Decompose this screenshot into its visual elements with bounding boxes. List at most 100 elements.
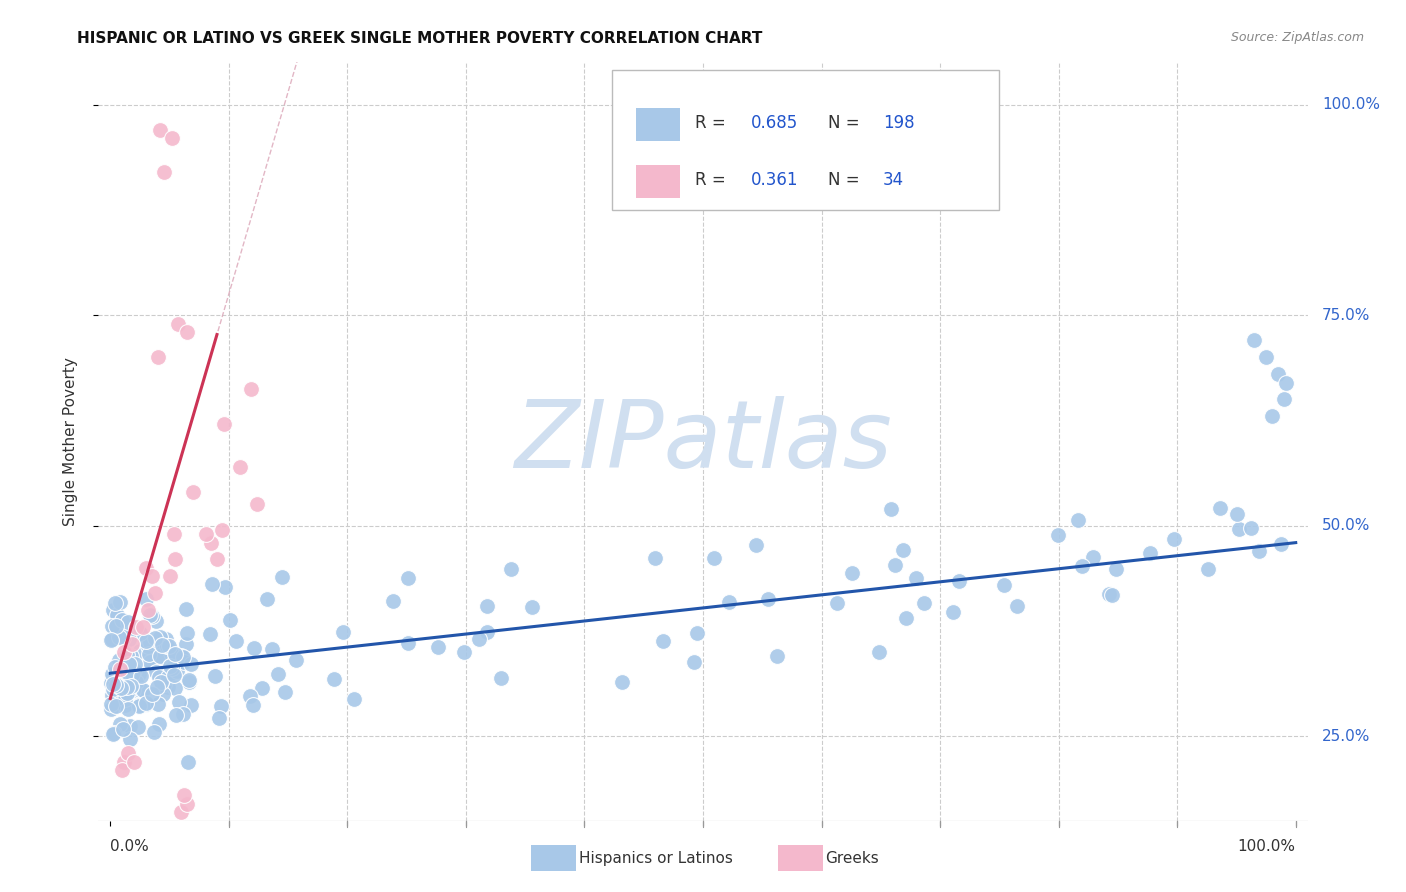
- Point: [212, 417, 235, 431]
- Point: [148, 670, 170, 684]
- Point: [125, 620, 148, 634]
- Point: [108, 717, 131, 731]
- Point: [101, 727, 124, 741]
- Point: [165, 707, 187, 722]
- Text: 75.0%: 75.0%: [1322, 308, 1371, 323]
- Point: [152, 165, 174, 179]
- Point: [111, 763, 134, 777]
- Point: [180, 657, 202, 671]
- Point: [125, 675, 148, 690]
- Point: [111, 631, 134, 645]
- Point: [1101, 588, 1123, 602]
- Point: [218, 614, 240, 628]
- Point: [108, 662, 131, 676]
- Point: [101, 677, 124, 691]
- Point: [1261, 409, 1284, 424]
- Point: [135, 696, 157, 710]
- FancyBboxPatch shape: [637, 165, 681, 198]
- Point: [179, 674, 201, 689]
- Point: [211, 523, 233, 537]
- Point: [825, 596, 848, 610]
- Point: [100, 676, 122, 690]
- Point: [343, 692, 366, 706]
- Point: [118, 718, 141, 732]
- Point: [114, 755, 136, 769]
- Point: [174, 602, 197, 616]
- Point: [1247, 544, 1270, 558]
- Point: [128, 698, 150, 713]
- Point: [686, 625, 709, 640]
- Point: [239, 690, 262, 704]
- Point: [135, 561, 157, 575]
- Point: [145, 680, 167, 694]
- Point: [245, 497, 267, 511]
- Point: [115, 686, 138, 700]
- Point: [107, 630, 129, 644]
- Text: 198: 198: [883, 114, 915, 132]
- Point: [163, 668, 186, 682]
- Point: [127, 720, 149, 734]
- Point: [644, 551, 666, 566]
- Point: [129, 669, 152, 683]
- Point: [103, 675, 125, 690]
- Point: [652, 634, 675, 648]
- Point: [242, 698, 264, 713]
- Point: [128, 667, 150, 681]
- Point: [148, 630, 170, 644]
- Point: [868, 645, 890, 659]
- Y-axis label: Single Mother Poverty: Single Mother Poverty: [63, 357, 77, 526]
- Point: [165, 552, 187, 566]
- FancyBboxPatch shape: [613, 70, 1000, 211]
- Point: [1046, 527, 1069, 541]
- Text: R =: R =: [695, 114, 731, 132]
- Point: [149, 649, 172, 664]
- Text: 25.0%: 25.0%: [1322, 729, 1371, 744]
- Text: Greeks: Greeks: [825, 851, 879, 865]
- Point: [152, 687, 174, 701]
- Text: Source: ZipAtlas.com: Source: ZipAtlas.com: [1230, 31, 1364, 45]
- Point: [914, 596, 936, 610]
- Point: [145, 665, 167, 679]
- Point: [155, 632, 177, 646]
- Point: [683, 655, 706, 669]
- Point: [155, 640, 177, 655]
- Point: [129, 625, 152, 640]
- Point: [139, 655, 162, 669]
- Point: [322, 672, 344, 686]
- Point: [745, 538, 768, 552]
- Point: [150, 638, 173, 652]
- Point: [396, 636, 419, 650]
- Point: [159, 569, 181, 583]
- Point: [121, 666, 143, 681]
- Point: [118, 658, 141, 673]
- Point: [166, 664, 188, 678]
- Point: [501, 562, 523, 576]
- Point: [110, 613, 132, 627]
- Point: [520, 600, 543, 615]
- Point: [468, 632, 491, 647]
- Point: [149, 637, 172, 651]
- Point: [170, 805, 193, 820]
- Point: [266, 667, 288, 681]
- Point: [1272, 392, 1295, 407]
- Point: [122, 755, 145, 769]
- Text: R =: R =: [695, 171, 731, 189]
- Point: [141, 609, 163, 624]
- Point: [138, 647, 160, 661]
- Point: [132, 620, 155, 634]
- Point: [166, 654, 188, 668]
- Point: [100, 632, 122, 646]
- Point: [110, 681, 132, 696]
- Point: [177, 755, 200, 769]
- Point: [172, 706, 194, 721]
- Point: [880, 502, 903, 516]
- Point: [159, 659, 181, 673]
- Point: [884, 558, 907, 572]
- Point: [114, 698, 136, 712]
- Point: [1067, 513, 1090, 527]
- Point: [118, 632, 141, 646]
- Point: [149, 123, 172, 137]
- Point: [136, 603, 159, 617]
- Point: [118, 657, 141, 671]
- Point: [100, 618, 122, 632]
